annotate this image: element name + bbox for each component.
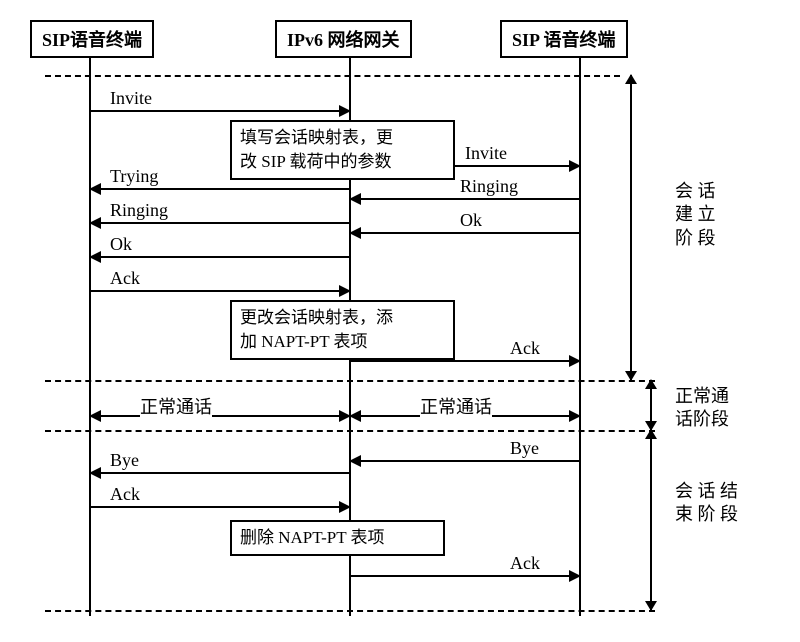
phase-text: 正常通 xyxy=(675,386,729,406)
phase-label-1: 会 话 建 立 阶 段 xyxy=(675,180,716,250)
lifeline-C xyxy=(579,56,581,616)
process-box-3: 删除 NAPT-PT 表项 xyxy=(230,520,445,556)
process-text: 删除 NAPT-PT 表项 xyxy=(240,528,385,547)
message-arrow: Ok xyxy=(350,232,580,234)
phase-label-2: 正常通 话阶段 xyxy=(675,385,729,432)
process-box-1: 填写会话映射表，更 改 SIP 载荷中的参数 xyxy=(230,120,455,180)
message-arrow: Invite xyxy=(90,110,350,112)
message-arrow: Ok xyxy=(90,256,350,258)
message-arrow: 正常通话 xyxy=(90,415,350,417)
phase-divider xyxy=(45,75,620,77)
message-arrow: Ack xyxy=(350,575,580,577)
message-arrow: Trying xyxy=(90,188,350,190)
message-arrow: 正常通话 xyxy=(350,415,580,417)
message-label: Ack xyxy=(110,484,140,505)
actor-label: SIP语音终端 xyxy=(42,30,142,50)
message-arrow: Bye xyxy=(350,460,580,462)
process-text: 加 NAPT-PT 表项 xyxy=(240,332,368,351)
message-label: Invite xyxy=(465,143,507,164)
message-label: Bye xyxy=(510,438,539,459)
message-arrow: Ack xyxy=(90,290,350,292)
phase-divider xyxy=(45,380,655,382)
sequence-diagram: SIP语音终端 IPv6 网络网关 SIP 语音终端 InviteInviteT… xyxy=(20,20,780,620)
lifeline-A xyxy=(89,56,91,616)
phase-bracket-3 xyxy=(650,430,652,610)
message-arrow: Bye xyxy=(90,472,350,474)
message-arrow: Ack xyxy=(90,506,350,508)
phase-text: 会 话 结 xyxy=(675,481,738,501)
message-label: Ok xyxy=(110,234,132,255)
message-label: Ringing xyxy=(460,176,518,197)
actor-sip-right: SIP 语音终端 xyxy=(500,20,628,58)
phase-text: 阶 段 xyxy=(675,228,716,248)
phase-divider xyxy=(45,610,655,612)
message-label: Ack xyxy=(510,553,540,574)
phase-label-3: 会 话 结 束 阶 段 xyxy=(675,480,738,527)
message-label: Invite xyxy=(110,88,152,109)
message-label: Ack xyxy=(510,338,540,359)
process-text: 更改会话映射表，添 xyxy=(240,308,393,327)
process-text: 填写会话映射表，更 xyxy=(240,128,393,147)
message-label: Ok xyxy=(460,210,482,231)
message-label: 正常通话 xyxy=(140,393,212,419)
actor-gateway: IPv6 网络网关 xyxy=(275,20,412,58)
message-arrow: Ringing xyxy=(90,222,350,224)
actor-label: IPv6 网络网关 xyxy=(287,30,400,50)
phase-text: 建 立 xyxy=(675,204,716,224)
phase-bracket-2 xyxy=(650,380,652,430)
phase-text: 话阶段 xyxy=(675,409,729,429)
message-label: Trying xyxy=(110,166,158,187)
actor-label: SIP 语音终端 xyxy=(512,30,616,50)
message-label: Ringing xyxy=(110,200,168,221)
process-text: 改 SIP 载荷中的参数 xyxy=(240,152,391,171)
phase-text: 束 阶 段 xyxy=(675,504,738,524)
message-label: 正常通话 xyxy=(420,393,492,419)
message-label: Ack xyxy=(110,268,140,289)
message-arrow: Ack xyxy=(350,360,580,362)
process-box-2: 更改会话映射表，添 加 NAPT-PT 表项 xyxy=(230,300,455,360)
message-arrow: Ringing xyxy=(350,198,580,200)
message-label: Bye xyxy=(110,450,139,471)
phase-bracket-1 xyxy=(630,75,632,380)
phase-text: 会 话 xyxy=(675,181,716,201)
phase-divider xyxy=(45,430,655,432)
actor-sip-left: SIP语音终端 xyxy=(30,20,154,58)
